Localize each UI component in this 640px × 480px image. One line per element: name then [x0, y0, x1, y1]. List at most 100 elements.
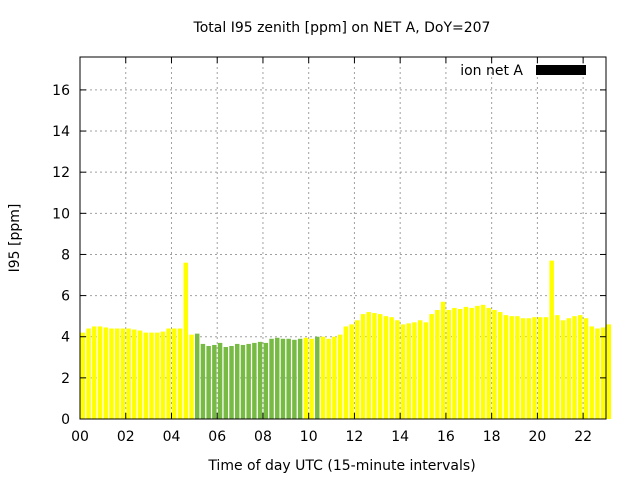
x-tick-label: 04	[163, 429, 181, 445]
bar	[206, 345, 211, 419]
bar	[269, 338, 274, 419]
bar	[303, 337, 309, 419]
bar	[172, 328, 177, 419]
x-tick-label: 00	[71, 429, 89, 445]
bar	[549, 260, 554, 420]
legend: ion net A	[460, 63, 586, 79]
bar	[526, 318, 532, 419]
bar	[452, 307, 457, 419]
bar	[372, 313, 377, 419]
y-tick-label: 8	[61, 247, 70, 263]
y-axis-label: I95 [ppm]	[7, 204, 23, 273]
bar	[475, 305, 480, 420]
bar	[440, 301, 446, 419]
bar	[189, 334, 194, 419]
bar	[457, 308, 463, 419]
x-tick-label: 10	[300, 429, 318, 445]
bar	[543, 317, 549, 419]
bar	[223, 347, 229, 419]
x-tick-label: 20	[528, 429, 546, 445]
bar	[435, 309, 440, 419]
bar	[566, 318, 572, 419]
bar	[480, 304, 486, 419]
bar	[406, 323, 411, 419]
bar	[492, 309, 497, 419]
bar	[463, 306, 469, 419]
x-tick-label: 14	[391, 429, 409, 445]
bar	[297, 338, 303, 419]
bar	[606, 324, 612, 419]
bar	[217, 342, 223, 419]
bar	[166, 328, 171, 419]
bar	[389, 317, 394, 419]
bar	[600, 327, 606, 419]
bar	[417, 320, 423, 419]
bar	[532, 317, 537, 419]
bar	[132, 329, 137, 419]
bar	[366, 312, 371, 419]
bar	[583, 318, 589, 419]
y-tick-label: 16	[52, 83, 70, 99]
grid	[80, 57, 606, 419]
bar	[92, 326, 97, 419]
bar	[315, 336, 320, 419]
bar	[229, 345, 234, 419]
x-tick-label: 22	[574, 429, 592, 445]
bar	[160, 331, 166, 419]
x-tick-label: 06	[208, 429, 226, 445]
bar	[286, 338, 291, 419]
y-tick-label: 4	[61, 330, 70, 346]
bar	[97, 326, 103, 419]
x-axis-label: Time of day UTC (15-minute intervals)	[207, 458, 475, 474]
bar	[240, 344, 246, 419]
bar	[578, 315, 583, 419]
bar	[423, 322, 429, 419]
bar	[86, 328, 91, 419]
y-tick-label: 12	[52, 165, 70, 181]
bar	[257, 341, 263, 419]
bar	[183, 262, 188, 419]
bar	[572, 316, 577, 419]
bar	[200, 343, 206, 419]
bar	[332, 336, 337, 419]
bar	[235, 343, 240, 419]
bar	[538, 317, 543, 419]
chart-title: Total I95 zenith [ppm] on NET A, DoY=207	[193, 20, 491, 36]
bar	[80, 332, 86, 419]
ticks	[79, 57, 606, 420]
x-tick-label: 18	[483, 429, 501, 445]
legend-swatch	[536, 65, 586, 75]
bar	[143, 332, 148, 419]
bar	[103, 327, 108, 419]
bar	[595, 328, 600, 419]
bars	[80, 260, 612, 420]
bar	[429, 314, 434, 419]
bar	[337, 334, 343, 419]
bar	[503, 315, 509, 419]
bar	[246, 343, 251, 419]
x-tick-label: 16	[437, 429, 455, 445]
bar	[275, 337, 280, 419]
bar	[292, 339, 297, 419]
bar	[280, 338, 286, 419]
y-tick-label: 2	[61, 371, 70, 387]
bar	[326, 338, 331, 419]
bar	[109, 328, 114, 419]
bar	[377, 314, 383, 419]
bar	[360, 314, 366, 419]
y-tick-label: 6	[61, 289, 70, 305]
bar	[400, 324, 406, 419]
bar	[263, 342, 269, 419]
bar	[412, 322, 417, 419]
bar	[137, 330, 143, 419]
bar	[120, 328, 126, 419]
bar	[252, 342, 257, 419]
bar	[349, 324, 354, 419]
bar	[560, 320, 566, 419]
bar	[154, 332, 160, 419]
bar	[126, 328, 131, 419]
bar	[486, 307, 492, 419]
y-tick-label: 0	[61, 412, 70, 428]
x-tick-label: 12	[346, 429, 364, 445]
